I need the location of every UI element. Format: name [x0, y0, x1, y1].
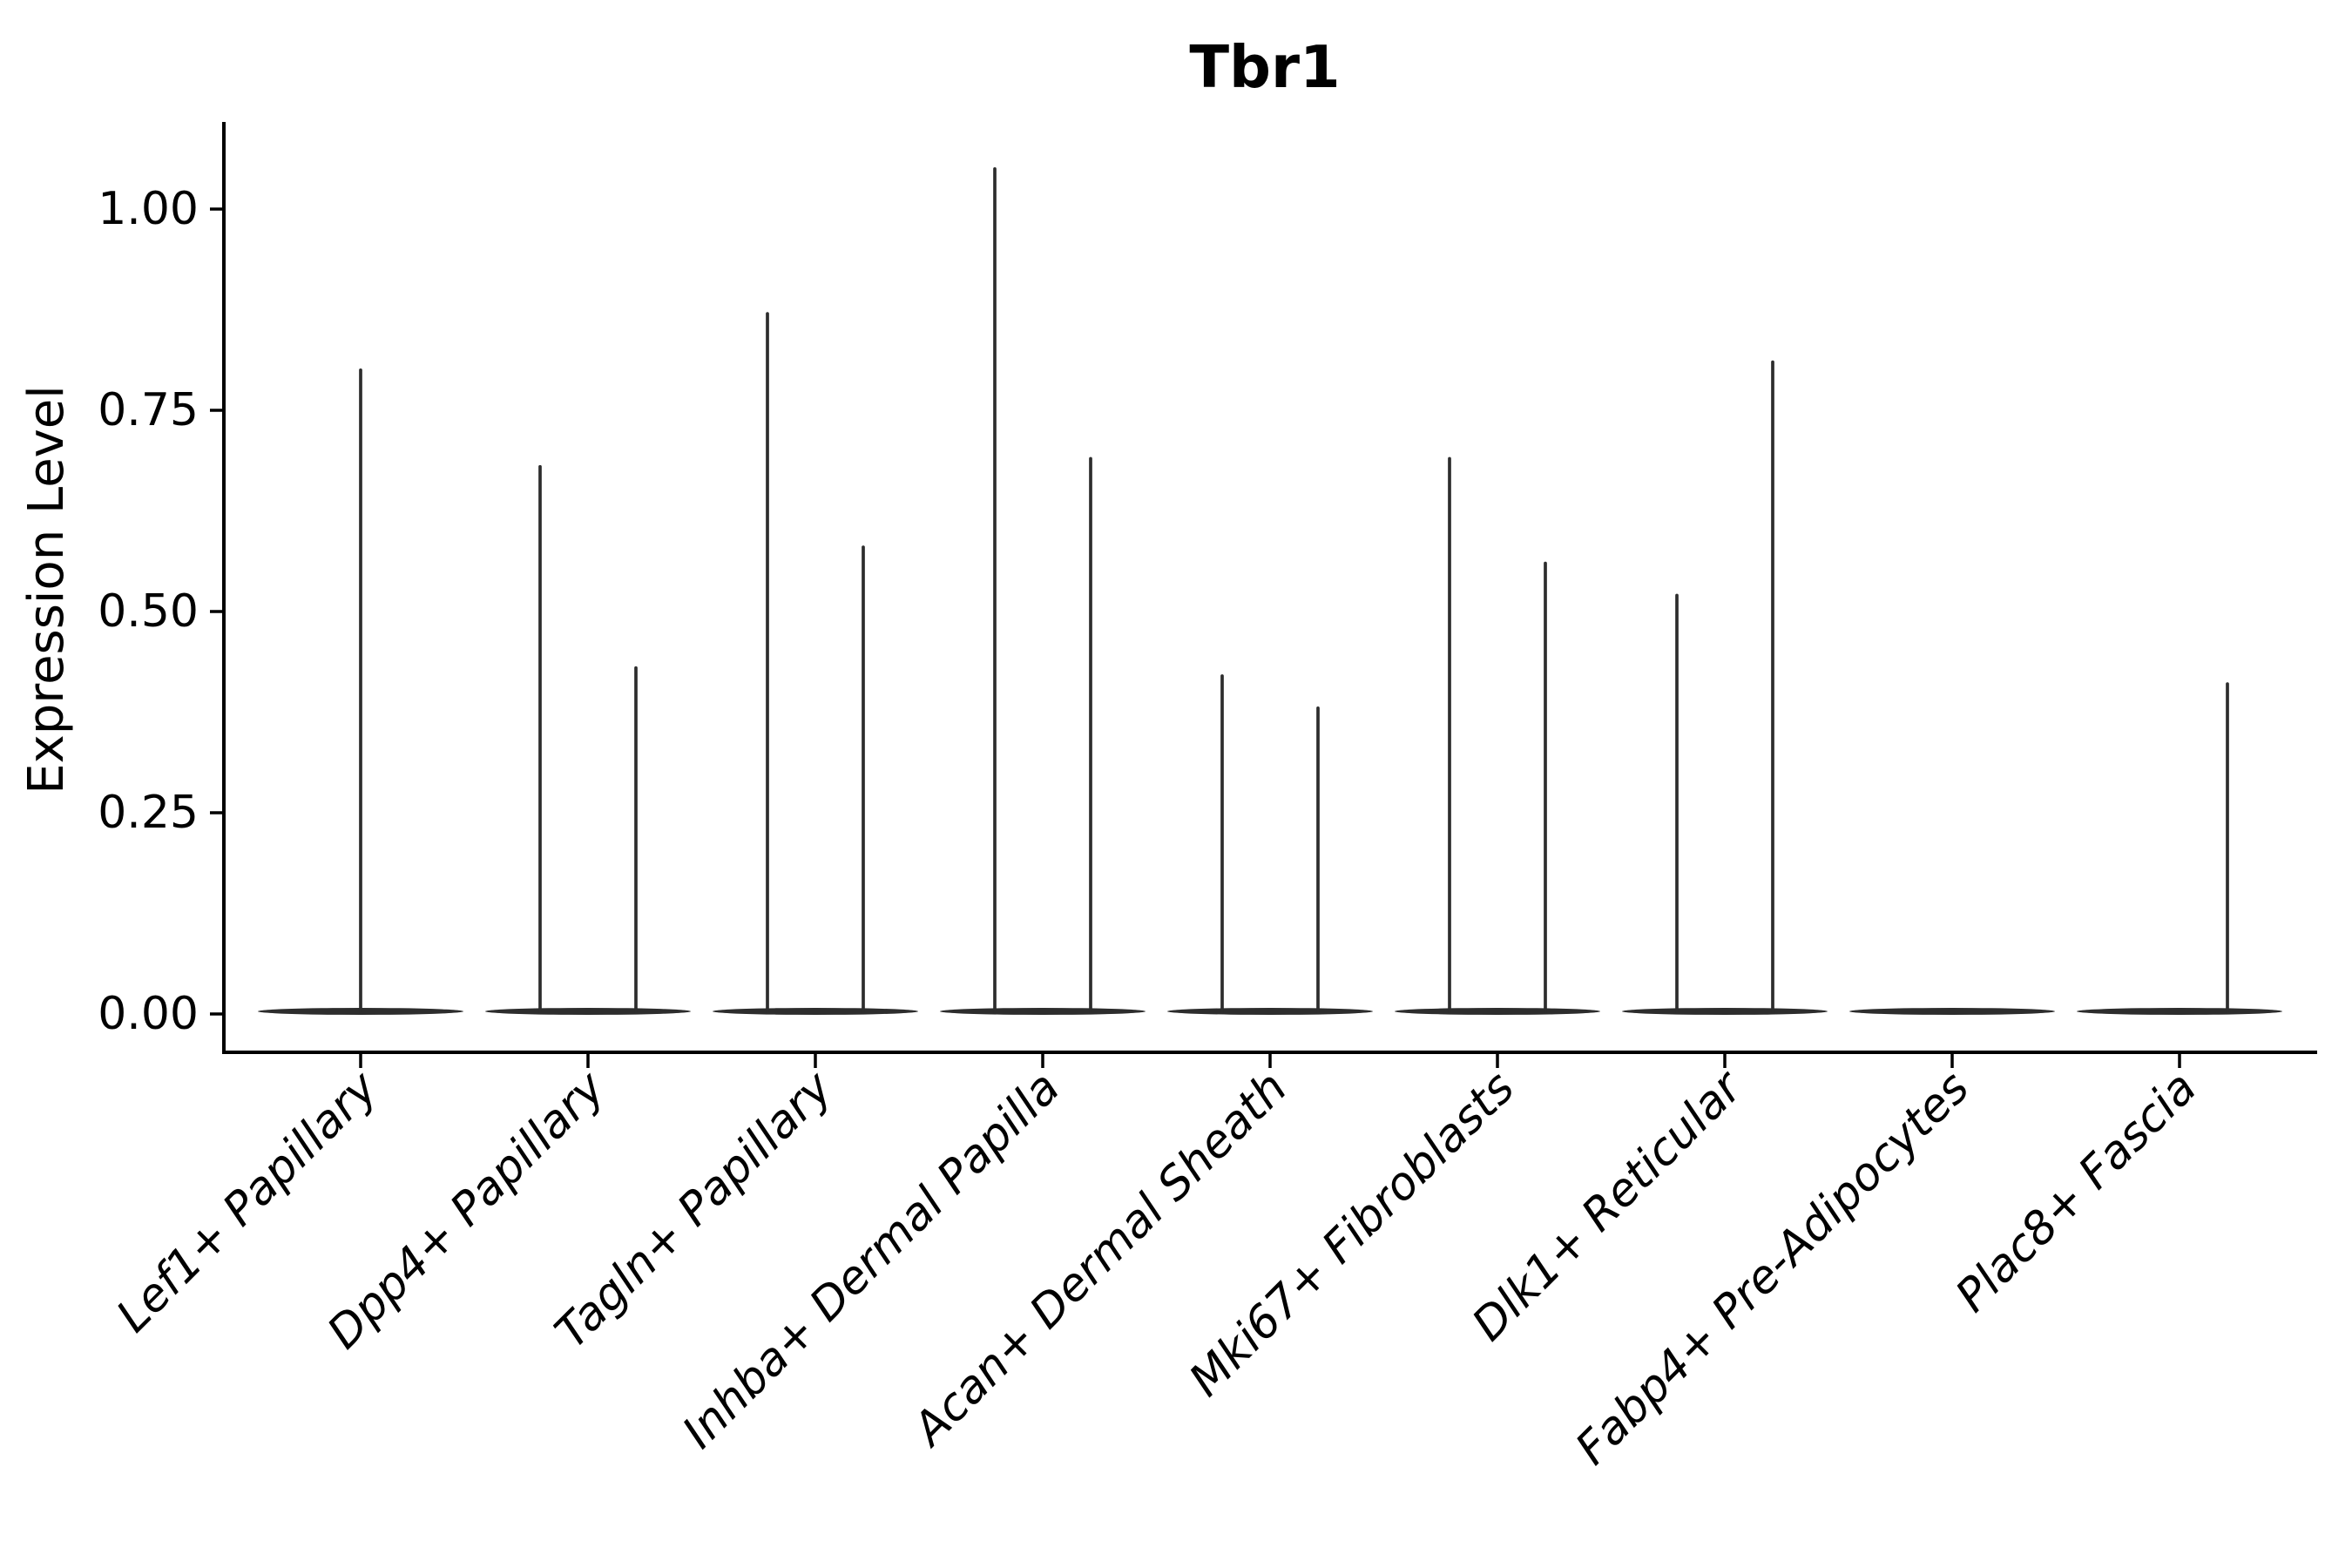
y-tick-label: 0.25 [98, 787, 199, 839]
violin-body [1167, 1008, 1373, 1015]
category-tick-label: Plac8+ Fascia [1946, 1062, 2207, 1322]
y-tick-label: 0.75 [98, 384, 199, 436]
y-axis-label: Expression Level [18, 385, 75, 794]
violin-body [940, 1008, 1146, 1015]
category-tick-label: Fabp4+ Pre-Adipocytes [1566, 1062, 1980, 1476]
violin-body [1849, 1008, 2055, 1015]
violin-body [485, 1008, 691, 1015]
y-tick-label: 1.00 [98, 183, 199, 235]
violin-body [2077, 1008, 2282, 1015]
violin-body [1622, 1008, 1828, 1015]
category-tick-label: Inhba+ Dermal Papilla [672, 1062, 1070, 1459]
y-tick-label: 0.50 [98, 585, 199, 638]
violin-body [713, 1008, 918, 1015]
y-tick-label: 0.00 [98, 988, 199, 1040]
violin-body [1395, 1008, 1600, 1015]
category-tick-label: Acan+ Dermal Sheath [902, 1062, 1297, 1457]
chart-title: Tbr1 [1189, 33, 1340, 101]
